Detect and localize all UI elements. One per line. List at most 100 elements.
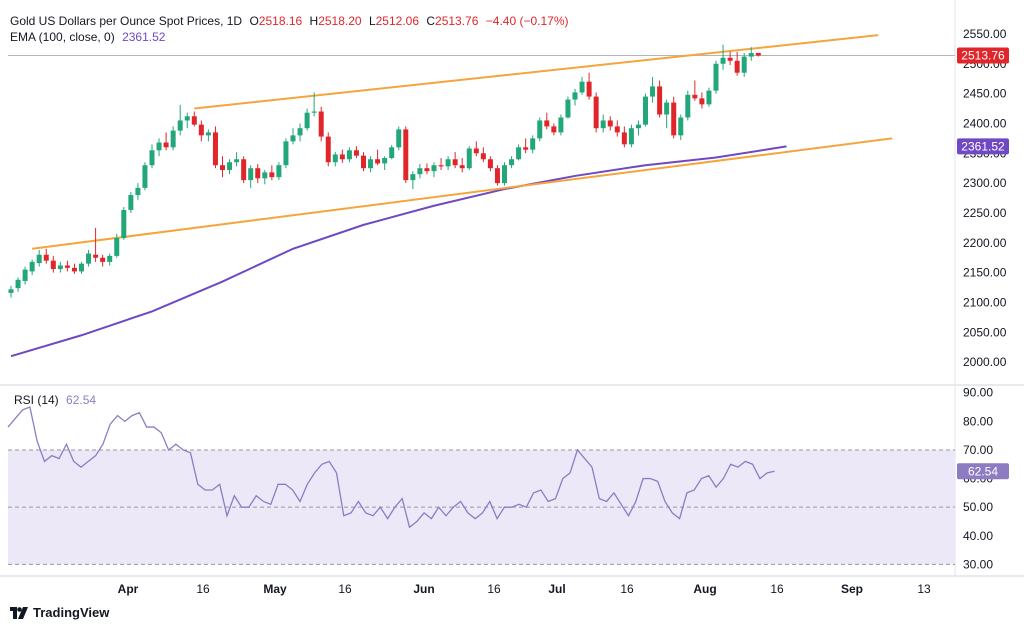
time-tick-label: Sep (841, 582, 863, 596)
low-value: 2512.06 (375, 14, 420, 28)
candle-body (593, 96, 599, 129)
candle-body (650, 86, 656, 97)
time-tick-label: Jun (413, 582, 434, 596)
candle-body (191, 116, 197, 125)
change-value: −4.40 (−0.17%) (485, 14, 569, 28)
candle-body (79, 263, 84, 272)
low-label: L (368, 14, 376, 28)
rsi-tick-label: 70.00 (963, 443, 993, 457)
rsi-tick-label: 80.00 (963, 414, 993, 428)
candle-body (29, 261, 35, 272)
candle-body (396, 129, 402, 148)
candle-body (643, 96, 648, 125)
candle-body (297, 128, 303, 136)
candle-body (205, 132, 211, 136)
ema-price-label-badge (957, 138, 1009, 155)
candle-body (156, 142, 162, 151)
candle-body (220, 165, 225, 170)
candle-body (184, 116, 190, 121)
candle-body (537, 120, 543, 139)
open-value: 2518.16 (258, 14, 303, 28)
candle-body (494, 168, 500, 184)
candle-body (431, 165, 437, 172)
price-tick-label: 2150.00 (963, 266, 1007, 280)
price-legend: Gold US Dollars per Ounce Spot Prices, 1… (10, 14, 573, 29)
ema-line (10, 145, 787, 358)
candle-body (361, 155, 366, 169)
candle-body (64, 265, 70, 268)
time-tick-label: 16 (487, 582, 501, 596)
candle-body (339, 154, 345, 160)
time-tick-label: 13 (917, 582, 931, 596)
ema-label: EMA (100, close, 0) (10, 30, 115, 44)
candle-body (276, 165, 282, 178)
candle-body (241, 159, 247, 181)
candle-body (607, 120, 613, 127)
candle-body (8, 289, 14, 293)
candle-body (163, 142, 169, 148)
candle-body (403, 129, 409, 181)
time-tick-label: May (263, 582, 287, 596)
last-price-label-badge (957, 47, 1009, 64)
candle-body (100, 257, 106, 262)
rsi-tick-label: 50.00 (963, 500, 993, 514)
candle-body (318, 111, 324, 137)
candle-body (346, 150, 352, 160)
candle-body (586, 81, 592, 97)
candle-body (699, 98, 705, 105)
price-tick-label: 2450.00 (963, 87, 1007, 101)
candle-body (621, 132, 627, 145)
candle-body (509, 159, 515, 166)
candle-body (692, 94, 698, 99)
candle-body (734, 60, 740, 73)
channel-lower-line (32, 137, 893, 250)
candle-body (36, 254, 42, 264)
candle-body (290, 135, 296, 142)
candle-body (332, 154, 338, 163)
candle-body (459, 165, 465, 169)
price-tick-label: 2100.00 (963, 295, 1007, 309)
candle-body (565, 99, 571, 118)
candle-body (283, 141, 289, 166)
rsi-tick-label: 30.00 (963, 557, 993, 571)
candle-body (713, 63, 719, 91)
candle-body (748, 53, 754, 57)
candle-body (487, 159, 493, 169)
candle-body (755, 52, 761, 56)
price-tick-label: 2050.00 (963, 325, 1007, 339)
time-tick-label: 16 (620, 582, 634, 596)
candle-body (530, 138, 536, 150)
candle-body (424, 168, 430, 172)
candle-body (93, 254, 99, 258)
rsi-line (7, 406, 775, 529)
candle-body (664, 102, 670, 115)
candle-body (107, 255, 113, 262)
candle-body (86, 253, 92, 264)
high-label: H (309, 14, 319, 28)
candle-body (149, 150, 155, 166)
time-tick-label: Aug (693, 582, 716, 596)
time-tick-label: 16 (770, 582, 784, 596)
candle-body (516, 147, 522, 160)
candle-body (170, 130, 176, 148)
candle-body (551, 126, 557, 133)
symbol-title: Gold US Dollars per Ounce Spot Prices, 1… (10, 14, 243, 28)
candle-body (43, 254, 49, 261)
high-value: 2518.20 (318, 14, 362, 28)
candle-body (410, 174, 416, 181)
candle-body (248, 168, 254, 181)
candle-body (635, 124, 641, 129)
candle-body (706, 90, 712, 105)
candle-body (375, 159, 381, 164)
tradingview-brand[interactable]: TradingView (10, 605, 109, 620)
rsi-tick-label: 90.00 (963, 386, 993, 400)
candle-body (121, 209, 127, 239)
candle-body (255, 168, 261, 179)
price-tick-label: 2550.00 (963, 27, 1007, 41)
tradingview-logo-icon (10, 606, 28, 619)
time-tick-label: 16 (338, 582, 352, 596)
price-tick-label: 2300.00 (963, 176, 1007, 190)
candle-body (22, 269, 28, 281)
close-label: C (426, 14, 436, 28)
